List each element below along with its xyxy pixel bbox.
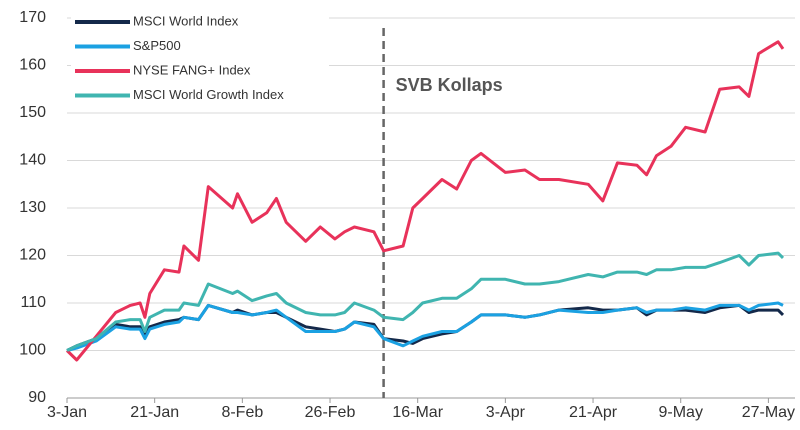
series-line [65, 40, 785, 362]
y-tick-label: 130 [19, 199, 46, 216]
x-tick-label: 21-Apr [569, 404, 618, 421]
y-tick-label: 100 [19, 342, 46, 359]
legend-label: MSCI World Index [133, 13, 239, 28]
x-tick-label: 8-Feb [221, 404, 263, 421]
x-tick-label: 3-Apr [486, 404, 526, 421]
legend: MSCI World Index S&P500 NYSE FANG+ Index MS… [71, 8, 329, 108]
x-tick-label: 3-Jan [47, 404, 87, 421]
y-tick-label: 120 [19, 247, 46, 264]
y-tick-label: 170 [19, 9, 46, 26]
y-tick-label: 140 [19, 152, 46, 169]
x-tick-label: 16-Mar [392, 404, 443, 421]
y-tick-label: 150 [19, 104, 46, 121]
x-tick-label: 26-Feb [305, 404, 356, 421]
series-line [66, 251, 785, 352]
y-tick-label: 160 [19, 57, 46, 74]
series-line [66, 301, 784, 352]
y-tick-label: 110 [20, 294, 46, 311]
x-tick-label: 21-Jan [130, 404, 179, 421]
y-tick-label: 90 [28, 389, 46, 406]
x-tick-label: 27-May [742, 404, 795, 421]
legend-label: NYSE FANG+ Index [133, 62, 251, 77]
annotation: SVB Kollaps [396, 75, 503, 95]
legend-box [71, 8, 329, 108]
legend-label: MSCI World Growth Index [133, 87, 284, 102]
series-line [66, 303, 785, 352]
legend-label: S&P500 [133, 38, 181, 53]
x-tick-label: 9-May [658, 404, 702, 421]
